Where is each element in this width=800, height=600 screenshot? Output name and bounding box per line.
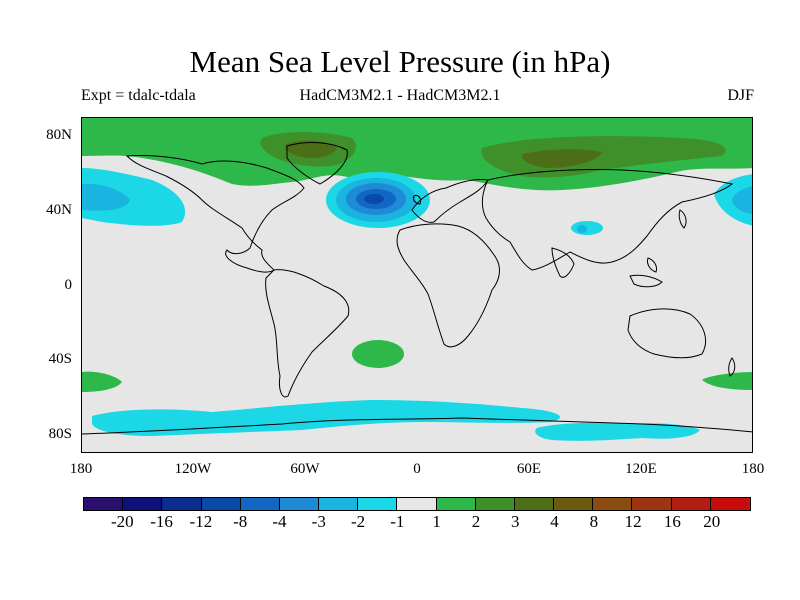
north-atlantic-negative-5: [364, 194, 384, 204]
colorbar-swatch: [671, 498, 711, 510]
colorbar-label: -8: [233, 512, 248, 531]
x-tick-label: 60W: [290, 461, 320, 477]
colorbar-label: -4: [272, 512, 287, 531]
y-tick-label: 80S: [48, 426, 72, 442]
colorbar-swatch: [436, 498, 476, 510]
colorbar-swatch: [475, 498, 515, 510]
southern-ocean-negative: [92, 400, 561, 436]
x-tick-label: 180: [69, 461, 93, 477]
colorbar-label: -16: [150, 512, 173, 531]
north-pacific-negative-west: [82, 168, 186, 226]
x-tick-label: 0: [413, 461, 421, 477]
map-svg: [82, 118, 752, 452]
north-pacific-negative-east-2: [732, 186, 752, 214]
south-pacific-positive-west: [82, 371, 122, 392]
coastlines: [82, 142, 752, 435]
asia-negative-patch-2: [577, 225, 587, 233]
asia-negative-patch: [571, 221, 603, 235]
siberia-positive-4-region: [521, 149, 602, 168]
colorbar-swatch: [514, 498, 555, 510]
colorbar-swatch: [123, 498, 163, 510]
colorbar-label: -2: [350, 512, 366, 531]
y-tick-label: 80N: [46, 127, 72, 143]
colorbar-swatch: [632, 498, 672, 510]
x-tick-label: 60E: [516, 461, 542, 477]
south-atlantic-positive: [352, 340, 404, 368]
colorbar-swatch: [710, 498, 750, 510]
y-tick-label: 0: [64, 277, 73, 293]
colorbar-swatch: [162, 498, 202, 510]
model-label: HadCM3M2.1 - HadCM3M2.1: [299, 87, 501, 104]
south-pacific-positive-east: [702, 372, 752, 390]
colorbar-swatch: [201, 498, 241, 510]
figure-title: Mean Sea Level Pressure (in hPa): [189, 44, 611, 79]
experiment-label: Expt = tdalc-tdala: [81, 87, 196, 104]
colorbar-swatch: [397, 498, 437, 510]
colorbar-swatch: [84, 498, 124, 510]
x-tick-label: 120W: [174, 461, 212, 477]
y-tick-label: 40S: [48, 351, 72, 367]
colorbar-swatch: [593, 498, 633, 510]
colorbar-swatch: [319, 498, 359, 510]
y-tick-label: 40N: [46, 202, 72, 218]
colorbar-swatch: [554, 498, 594, 510]
x-tick-label: 180: [741, 461, 765, 477]
colorbar-label: 3: [510, 512, 520, 531]
arctic-positive-4-region: [285, 140, 337, 158]
colorbar-label: 16: [663, 512, 681, 531]
colorbar-label: -1: [390, 512, 405, 531]
colorbar-label: 4: [550, 512, 559, 531]
colorbar-label: 8: [589, 512, 599, 531]
colorbar-label: 1: [432, 512, 441, 531]
map-panel: [81, 117, 753, 453]
colorbar-swatch: [240, 498, 280, 510]
north-pacific-negative-west-2: [82, 183, 130, 211]
southern-ocean-negative-2: [535, 422, 700, 441]
colorbar-label: 12: [624, 512, 642, 531]
colorbar-swatch: [279, 498, 320, 510]
colorbar-label: -12: [189, 512, 213, 531]
x-tick-label: 120E: [625, 461, 657, 477]
colorbar-label: -20: [110, 512, 134, 531]
season-label: DJF: [727, 87, 754, 104]
colorbar-label: 20: [703, 512, 721, 531]
colorbar-swatch: [358, 498, 398, 510]
colorbar-label: 2: [471, 512, 481, 531]
colorbar: [83, 497, 751, 511]
colorbar-label: -3: [311, 512, 326, 531]
